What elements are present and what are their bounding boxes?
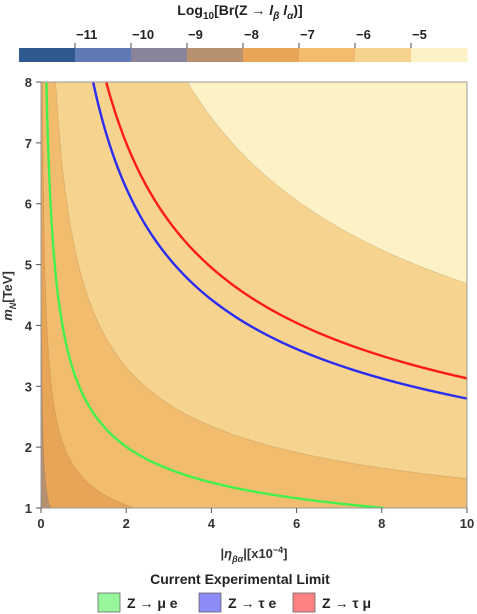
y-tick-label: 7 — [25, 136, 32, 151]
limit-curves — [45, 82, 467, 508]
limit-curve — [105, 82, 467, 380]
legend-swatch — [292, 592, 316, 613]
y-tick-label: 5 — [25, 258, 32, 273]
colorbar-band — [187, 48, 244, 62]
colorbar-band — [355, 48, 412, 62]
y-tick-label: 8 — [25, 75, 32, 90]
plot-frame — [40, 81, 468, 509]
legend: Z → μ e Z → τ e Z → τ μ — [97, 592, 371, 613]
colorbar-tick-label: −8 — [244, 27, 259, 42]
legend-label: Z → μ e — [127, 595, 178, 611]
y-axis-title: mN[TeV] — [0, 271, 18, 321]
colorbar — [19, 48, 468, 62]
limit-curve — [45, 82, 385, 508]
x-tick-label: 6 — [293, 516, 300, 531]
colorbar-tick-label: −6 — [356, 27, 371, 42]
x-tick-label: 10 — [460, 516, 474, 531]
colorbar-band — [411, 48, 468, 62]
legend-swatch — [198, 592, 222, 613]
colorbar-band — [19, 48, 76, 62]
legend-title: Current Experimental Limit — [150, 571, 330, 587]
colorbar-band — [131, 48, 188, 62]
y-axis: 1 2 3 4 5 6 7 8 — [25, 75, 41, 516]
colorbar-band — [75, 48, 132, 62]
legend-swatch — [97, 592, 121, 613]
x-tick-label: 8 — [378, 516, 385, 531]
colorbar-tick-label: −9 — [188, 27, 203, 42]
y-tick-label: 1 — [25, 501, 32, 516]
x-axis: 0 2 4 6 8 10 — [37, 508, 474, 531]
colorbar-band — [299, 48, 356, 62]
colorbar-tick-label: −5 — [412, 27, 427, 42]
colorbar-tick-labels: −11 −10 −9 −8 −7 −6 −5 — [74, 27, 427, 48]
y-tick-label: 6 — [25, 197, 32, 212]
colorbar-title: Log10[Br(Z → lβ lα)] — [177, 2, 302, 22]
x-tick-label: 2 — [123, 516, 130, 531]
x-axis-title: |ηβα|[x10−4] — [220, 545, 287, 564]
legend-label: Z → τ e — [228, 595, 276, 611]
colorbar-tick-label: −7 — [300, 27, 315, 42]
legend-label: Z → τ μ — [322, 595, 371, 611]
plot-area — [41, 82, 467, 508]
colorbar-tick-label: −11 — [76, 27, 97, 42]
x-tick-label: 0 — [37, 516, 44, 531]
y-tick-label: 3 — [25, 379, 32, 394]
y-tick-label: 2 — [25, 440, 32, 455]
y-tick-label: 4 — [25, 318, 33, 333]
colorbar-band — [243, 48, 300, 62]
colorbar-tick-label: −10 — [132, 27, 154, 42]
limit-curve — [91, 82, 467, 400]
contour-band — [187, 82, 467, 284]
x-tick-label: 4 — [208, 516, 216, 531]
